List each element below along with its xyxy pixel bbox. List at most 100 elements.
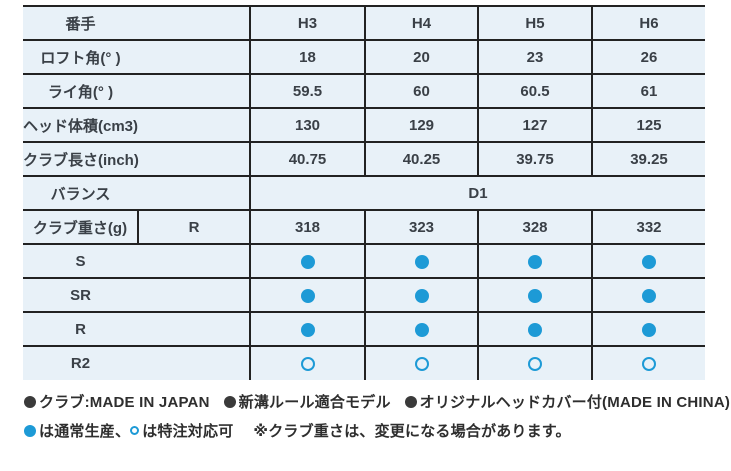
row-label: R bbox=[23, 311, 138, 347]
note-text: 新溝ルール適合モデル bbox=[238, 394, 391, 411]
availability-circle-icon bbox=[300, 322, 315, 337]
note-text: クラブ:MADE IN JAPAN bbox=[39, 394, 210, 411]
cell-value: 328 bbox=[477, 209, 592, 245]
table-row-club-number: 番手 H3 H4 H5 H6 bbox=[23, 5, 705, 41]
cell-mark bbox=[364, 345, 478, 380]
cell-value: 40.75 bbox=[249, 141, 365, 177]
cell-value: 125 bbox=[591, 107, 705, 143]
cell-value: 40.25 bbox=[364, 141, 478, 177]
note-headcover: オリジナルヘッドカバー付(MADE IN CHINA) bbox=[404, 391, 731, 412]
row-label: 番手 bbox=[23, 5, 138, 41]
cell-value: H4 bbox=[364, 5, 478, 41]
availability-circle-icon bbox=[300, 288, 315, 303]
availability-circle-icon bbox=[528, 254, 542, 269]
table-row-flex-r2: R2 bbox=[23, 345, 705, 380]
cell-value: 23 bbox=[477, 39, 592, 75]
cell-value: 60.5 bbox=[477, 73, 592, 109]
footer-line-1: クラブ:MADE IN JAPAN 新溝ルール適合モデル オリジナルヘッドカバー… bbox=[24, 387, 731, 416]
cell-mark bbox=[591, 311, 705, 347]
cell-mark bbox=[249, 277, 365, 313]
cell-mark bbox=[591, 345, 705, 380]
row-label: バランス bbox=[23, 175, 138, 211]
cell-value: 130 bbox=[249, 107, 365, 143]
table-row-club-length: クラブ長さ(inch) 40.75 40.25 39.75 39.25 bbox=[23, 141, 705, 177]
row-label-spacer bbox=[138, 345, 250, 380]
open-circle-icon bbox=[130, 426, 140, 435]
availability-circle-icon bbox=[642, 322, 656, 337]
footer-line-2: は通常生産、 は特注対応可 ※クラブ重さは、変更になる場合があります。 bbox=[24, 416, 731, 445]
footer-notes: クラブ:MADE IN JAPAN 新溝ルール適合モデル オリジナルヘッドカバー… bbox=[24, 387, 731, 445]
cell-mark bbox=[477, 311, 592, 347]
cell-value: 129 bbox=[364, 107, 478, 143]
row-label-spacer bbox=[138, 5, 250, 41]
filled-circle-icon bbox=[24, 395, 36, 408]
note-club-origin: クラブ:MADE IN JAPAN bbox=[24, 391, 210, 412]
cell-mark bbox=[591, 277, 705, 313]
spec-table: 番手 H3 H4 H5 H6 ロフト角(° ) 18 20 23 26 ライ角(… bbox=[23, 5, 705, 380]
availability-circle-icon bbox=[528, 322, 542, 337]
row-label-spacer bbox=[138, 107, 250, 143]
row-label: S bbox=[23, 243, 138, 279]
legend-custom-order: は特注対応可 bbox=[130, 420, 233, 441]
cell-mark bbox=[364, 243, 478, 279]
cell-mark bbox=[249, 243, 365, 279]
availability-circle-icon bbox=[528, 357, 542, 372]
row-label-spacer bbox=[138, 73, 250, 109]
cell-mark bbox=[249, 345, 365, 380]
row-label-spacer bbox=[138, 243, 250, 279]
cell-mark bbox=[477, 345, 592, 380]
cell-value: 26 bbox=[591, 39, 705, 75]
cell-mark bbox=[364, 311, 478, 347]
filled-circle-icon bbox=[223, 395, 236, 408]
availability-circle-icon bbox=[414, 288, 429, 303]
table-row-lie-angle: ライ角(° ) 59.5 60 60.5 61 bbox=[23, 73, 705, 109]
cell-value: 332 bbox=[591, 209, 705, 245]
row-label-spacer bbox=[138, 311, 250, 347]
availability-circle-icon bbox=[414, 357, 429, 372]
cell-value: 61 bbox=[591, 73, 705, 109]
row-label-spacer bbox=[138, 141, 250, 177]
cell-value: H5 bbox=[477, 5, 592, 41]
table-row-flex-sr: SR bbox=[23, 277, 705, 313]
row-label: クラブ重さ(g) bbox=[23, 209, 138, 245]
row-sublabel: R bbox=[137, 209, 250, 245]
availability-circle-icon bbox=[642, 254, 656, 269]
weight-change-note: ※クラブ重さは、変更になる場合があります。 bbox=[253, 420, 570, 441]
table-row-flex-s: S bbox=[23, 243, 705, 279]
table-row-flex-r: R bbox=[23, 311, 705, 347]
filled-circle-icon bbox=[24, 424, 36, 437]
availability-circle-icon bbox=[414, 254, 429, 269]
note-text: オリジナルヘッドカバー付(MADE IN CHINA) bbox=[419, 394, 731, 411]
filled-circle-icon bbox=[404, 395, 417, 408]
cell-value: 323 bbox=[364, 209, 478, 245]
availability-circle-icon bbox=[300, 254, 315, 269]
cell-value: 318 bbox=[249, 209, 365, 245]
cell-value: 18 bbox=[249, 39, 365, 75]
legend-text: は通常生産、 bbox=[39, 423, 131, 440]
page: 番手 H3 H4 H5 H6 ロフト角(° ) 18 20 23 26 ライ角(… bbox=[0, 5, 731, 471]
availability-circle-icon bbox=[414, 322, 429, 337]
cell-value: 127 bbox=[477, 107, 592, 143]
cell-mark bbox=[477, 243, 592, 279]
cell-mark bbox=[477, 277, 592, 313]
legend-text: は特注対応可 bbox=[142, 423, 234, 440]
row-label-spacer bbox=[138, 277, 250, 313]
cell-mark bbox=[364, 277, 478, 313]
cell-value: 20 bbox=[364, 39, 478, 75]
availability-circle-icon bbox=[300, 357, 315, 372]
note-text: ※クラブ重さは、変更になる場合があります。 bbox=[253, 423, 571, 440]
row-label: クラブ長さ(inch) bbox=[23, 141, 139, 177]
cell-value: H6 bbox=[591, 5, 705, 41]
row-label: ライ角(° ) bbox=[23, 73, 138, 109]
cell-value: 60 bbox=[364, 73, 478, 109]
availability-circle-icon bbox=[528, 288, 542, 303]
cell-mark bbox=[249, 311, 365, 347]
legend-standard-production: は通常生産、 bbox=[24, 420, 130, 441]
row-label: R2 bbox=[23, 345, 138, 380]
availability-circle-icon bbox=[642, 357, 656, 372]
cell-mark bbox=[591, 243, 705, 279]
cell-value: 59.5 bbox=[249, 73, 365, 109]
table-row-club-weight: クラブ重さ(g) R 318 323 328 332 bbox=[23, 209, 705, 245]
availability-circle-icon bbox=[642, 288, 656, 303]
row-label: SR bbox=[23, 277, 138, 313]
